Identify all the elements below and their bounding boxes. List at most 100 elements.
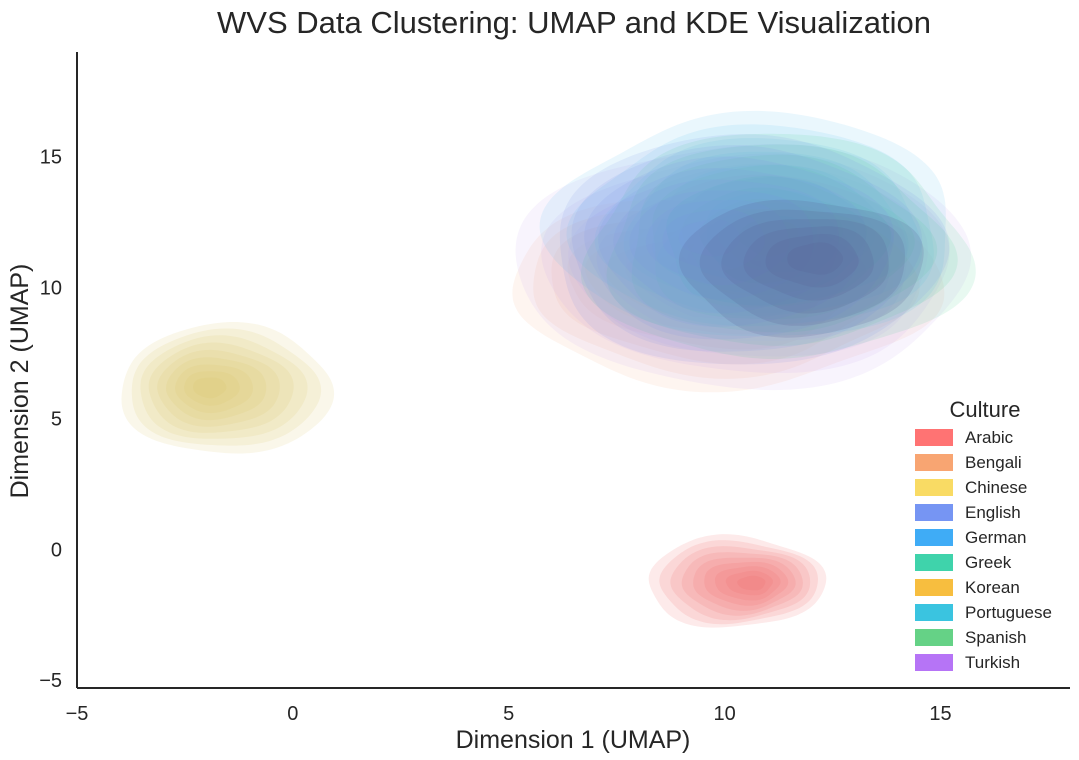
kde-level-turkish-7 — [687, 209, 858, 299]
kde-cluster-german — [539, 110, 946, 336]
kde-level-arabic-5 — [693, 557, 796, 611]
kde-level-chinese-3 — [140, 335, 308, 439]
legend-label-turkish: Turkish — [965, 653, 1020, 672]
y-tick-label: 10 — [40, 278, 62, 300]
kde-level-english-6 — [629, 190, 814, 300]
legend-label-korean: Korean — [965, 578, 1020, 597]
kde-cluster-chinese — [121, 322, 335, 454]
kde-level-greek-5 — [666, 176, 892, 308]
kde-level-greek-9 — [737, 220, 798, 257]
kde-level-core-1 — [678, 199, 924, 338]
kde-level-chinese-9 — [193, 377, 227, 399]
kde-level-core-3 — [721, 219, 889, 314]
kde-level-english-9 — [678, 219, 741, 257]
x-tick-label: 15 — [929, 703, 951, 725]
legend-swatch-german — [915, 529, 953, 546]
legend: Culture Arabic Bengali Chinese English German… — [915, 397, 1052, 672]
kde-level-core-6 — [787, 242, 844, 275]
kde-level-arabic-6 — [704, 561, 789, 606]
kde-cluster-bengali — [512, 200, 945, 393]
kde-level-turkish-3 — [568, 163, 928, 357]
x-axis-label: Dimension 1 (UMAP) — [456, 726, 691, 754]
kde-level-chinese-8 — [184, 371, 240, 406]
legend-swatch-english — [915, 504, 953, 521]
kde-level-arabic-9 — [737, 575, 766, 591]
kde-cluster-arabic — [648, 534, 827, 628]
legend-label-arabic: Arabic — [965, 428, 1014, 447]
kde-level-turkish-1 — [515, 144, 972, 391]
kde-level-bengali-6 — [604, 228, 813, 320]
kde-level-german-1 — [539, 110, 946, 336]
kde-level-german-8 — [728, 202, 837, 263]
kde-level-english-4 — [598, 168, 866, 327]
kde-level-english-1 — [559, 134, 950, 365]
kde-level-chinese-4 — [148, 342, 294, 433]
legend-swatch-arabic — [915, 429, 953, 446]
legend-swatch-portuguese — [915, 604, 953, 621]
y-tick-label: −5 — [39, 670, 62, 692]
legend-label-greek: Greek — [965, 553, 1012, 572]
axes: −5 0 5 10 15 −5 0 5 10 15 — [39, 52, 1070, 725]
kde-level-english-3 — [584, 156, 895, 340]
legend-label-spanish: Spanish — [965, 628, 1026, 647]
kde-level-chinese-7 — [175, 364, 253, 414]
kde-level-arabic-8 — [725, 570, 773, 596]
legend-swatch-spanish — [915, 629, 953, 646]
kde-level-german-4 — [623, 151, 909, 306]
kde-level-arabic-4 — [681, 552, 803, 616]
kde-level-german-9 — [752, 216, 818, 252]
kde-level-greek-7 — [699, 198, 843, 284]
kde-level-german-2 — [566, 124, 934, 327]
kde-level-greek-3 — [631, 154, 938, 333]
y-tick-label: 0 — [51, 539, 62, 561]
kde-cluster-core — [678, 199, 924, 338]
kde-level-bengali-4 — [567, 216, 867, 350]
legend-label-chinese: Chinese — [965, 478, 1027, 497]
plot-area — [121, 110, 976, 628]
kde-level-greek-4 — [652, 165, 915, 320]
kde-level-english-5 — [613, 179, 839, 314]
kde-level-arabic-7 — [714, 566, 781, 601]
kde-level-arabic-2 — [659, 540, 818, 625]
kde-level-turkish-2 — [541, 153, 950, 374]
kde-level-bengali-9 — [669, 250, 741, 281]
x-tick-label: 0 — [287, 703, 298, 725]
legend-label-bengali: Bengali — [965, 453, 1022, 472]
x-tick-label: 5 — [503, 703, 514, 725]
kde-level-bengali-2 — [533, 208, 920, 379]
kde-level-english-7 — [645, 200, 790, 286]
kde-level-chinese-5 — [157, 349, 280, 427]
legend-label-german: German — [965, 528, 1026, 547]
kde-level-german-6 — [680, 177, 876, 284]
kde-level-turkish-9 — [747, 231, 820, 270]
kde-level-greek-1 — [580, 133, 976, 360]
kde-level-english-8 — [662, 209, 765, 271]
kde-level-bengali-8 — [647, 243, 763, 293]
kde-level-chinese-2 — [131, 328, 322, 446]
kde-level-bengali-1 — [512, 200, 945, 393]
legend-swatch-turkish — [915, 654, 953, 671]
kde-level-chinese-6 — [166, 357, 267, 421]
kde-cluster-english — [559, 134, 950, 365]
legend-label-portuguese: Portuguese — [965, 603, 1052, 622]
legend-swatch-korean — [915, 579, 953, 596]
kde-level-arabic-1 — [648, 534, 827, 628]
kde-level-german-5 — [652, 164, 893, 295]
kde-level-core-5 — [765, 233, 859, 288]
x-tick-label: −5 — [66, 703, 89, 725]
kde-level-turkish-5 — [626, 186, 890, 328]
kde-level-greek-2 — [606, 144, 958, 346]
legend-title: Culture — [950, 397, 1021, 422]
x-tick-label: 10 — [713, 703, 735, 725]
kde-level-german-7 — [706, 190, 857, 273]
legend-swatch-bengali — [915, 454, 953, 471]
chart-title: WVS Data Clustering: UMAP and KDE Visual… — [217, 5, 931, 40]
y-tick-label: 15 — [40, 147, 62, 169]
kde-level-core-2 — [699, 209, 905, 326]
kde-level-english-2 — [571, 145, 923, 352]
legend-label-english: English — [965, 503, 1021, 522]
kde-level-arabic-3 — [670, 546, 811, 621]
kde-cluster-turkish — [515, 144, 972, 391]
